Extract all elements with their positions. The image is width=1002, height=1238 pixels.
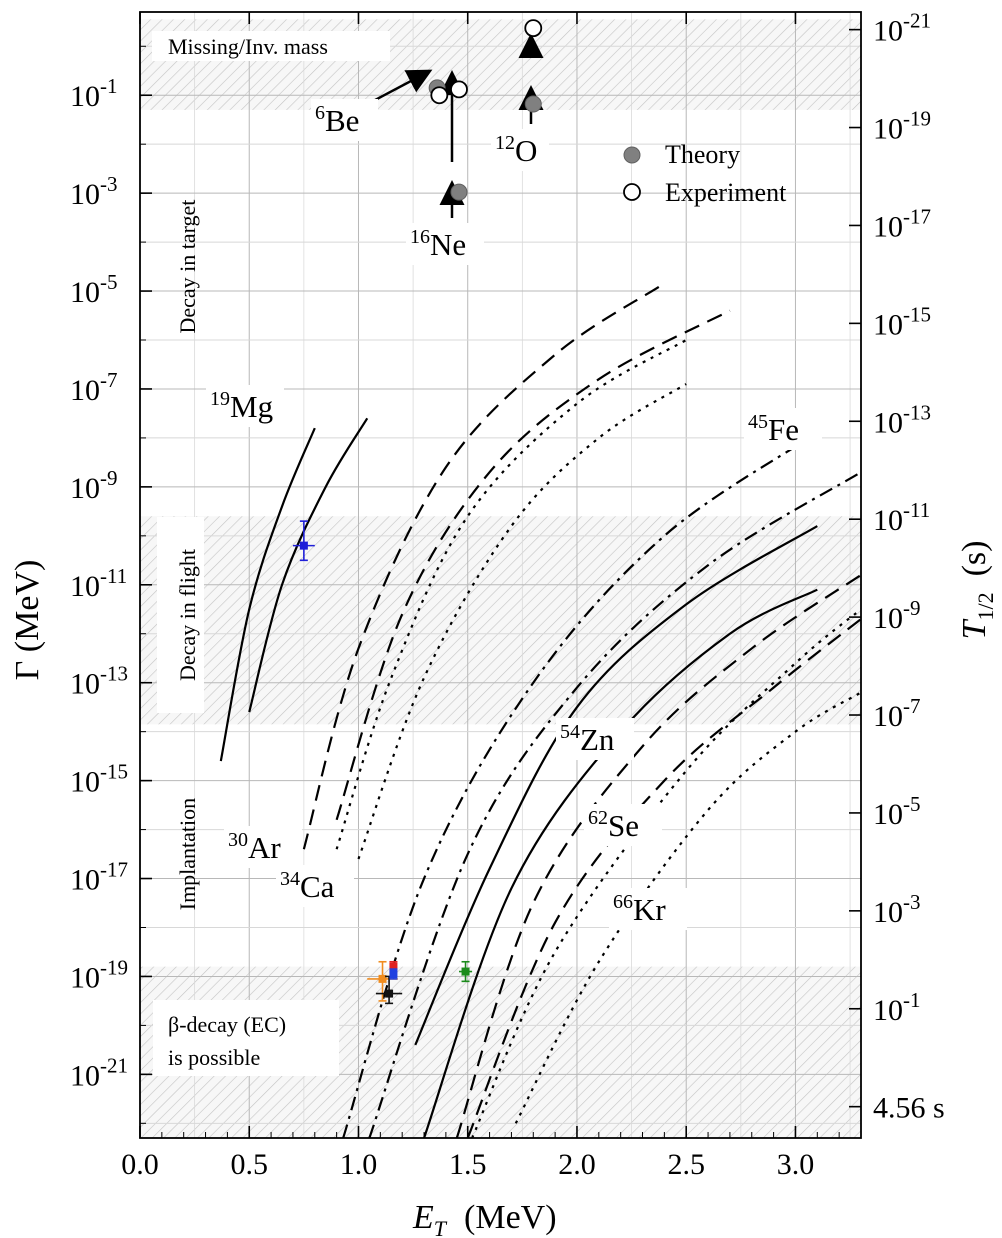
y-tick-label: 10-21 (70, 1053, 128, 1092)
x-tick-label: 1.5 (449, 1148, 487, 1181)
curve-30Ar-b (335, 309, 731, 821)
y2-tick-label: 10-21 (873, 9, 931, 48)
x-axis-title: ET (MeV) (412, 1199, 557, 1238)
isotope-label-16Ne: 16Ne (410, 226, 466, 262)
y-tick-label: 10-13 (70, 662, 128, 701)
y2-tick-label: 10-17 (873, 204, 931, 243)
isotope-label-bg (311, 99, 378, 141)
legend-label-experiment: Experiment (665, 178, 787, 207)
y-tick-label: 10-17 (70, 858, 128, 897)
isotope-label-54Zn: 54Zn (560, 721, 615, 757)
y2-tick-label: 10-1 (873, 988, 921, 1027)
legend-label-theory: Theory (665, 140, 740, 169)
axes: 0.0 0.5 1.0 1.5 2.0 2.5 3.0 10-1 10-3 10-5 10-7 10-… (70, 9, 945, 1181)
isotope-label-bg (491, 129, 549, 171)
x-tick-label: 3.0 (777, 1148, 815, 1181)
isotope-label-bg (276, 865, 354, 907)
marker (299, 541, 308, 550)
isotope-label-bg (584, 804, 662, 846)
x-tick-label: 2.5 (667, 1148, 705, 1181)
curve-45Fe-b (368, 471, 861, 1138)
measured-point-19Mg-exp (292, 520, 315, 562)
x-tick-label: 1.0 (340, 1148, 378, 1181)
isotope-label-62Se: 62Se (588, 807, 639, 843)
y-tick-label: 10-3 (70, 172, 118, 211)
x-tick-label: 2.0 (558, 1148, 596, 1181)
x-tick-label: 0.5 (230, 1148, 268, 1181)
curve-19Mg-a (219, 427, 316, 762)
isotope-label-bg (744, 408, 822, 450)
region-label-bg (153, 1000, 339, 1076)
curve-54Zn-a (414, 525, 818, 1046)
y-tick-label: 10-15 (70, 760, 128, 799)
marker (389, 962, 398, 971)
curve-62Se-a (455, 574, 861, 1138)
theory-point-12O (524, 95, 542, 113)
region-label-beta-decay-line2: is possible (168, 1045, 260, 1070)
theory-point-16Ne (450, 183, 468, 201)
marker (378, 974, 387, 983)
plot-labels: Missing/Inv. mass Decay in flight β-decay … (152, 31, 822, 1076)
curve-34Ca-b (357, 383, 687, 860)
isotope-label-34Ca: 34Ca (280, 868, 335, 904)
y2-tick-label: 10-19 (873, 107, 931, 146)
y-axis-title: Γ (MeV) (9, 560, 46, 681)
measured-point-pt-blue (389, 968, 398, 980)
region-label-implantation: Implantation (175, 798, 200, 910)
curve-34Ca-a (335, 339, 687, 850)
isotope-label-bg (206, 385, 284, 427)
y2-tick-label: 10-3 (873, 890, 921, 929)
experiment-point-16Ne (450, 80, 468, 99)
y-tick-label: 10-7 (70, 368, 118, 407)
y2-tick-label: 10-11 (873, 498, 930, 537)
curve-62Se-b (466, 618, 861, 1138)
y2-tick-label: 10-13 (873, 400, 931, 439)
experiment-point-12O (524, 19, 543, 38)
y-tick-label: 10-9 (70, 466, 118, 505)
region-label-bg (152, 31, 390, 61)
y-tick-label: 10-19 (70, 955, 128, 994)
isotope-label-bg (224, 826, 302, 868)
plot-frame (139, 11, 862, 1139)
y2-tick-label: 10-9 (873, 596, 921, 635)
region-label-decay-in-flight: Decay in flight (175, 549, 200, 681)
y2-tick-label: 10-15 (873, 302, 931, 341)
y2-tick-label: 4.56 s (873, 1092, 945, 1125)
isotope-label-45Fe: 45Fe (748, 411, 799, 447)
measured-point-pt-black (375, 975, 403, 1005)
isotope-label-66Kr: 66Kr (613, 891, 666, 927)
isotope-label-30Ar: 30Ar (228, 829, 281, 865)
experiment-point-6Be (430, 86, 449, 105)
isotope-label-bg (556, 718, 634, 760)
isotope-label-bg (406, 223, 484, 265)
isotope-label-12O: 12O (495, 132, 537, 168)
y2-axis-title: T1/2(s) (956, 541, 998, 640)
y-tick-label: 10-11 (70, 564, 127, 603)
grid (139, 12, 861, 1138)
x-tick-label: 0.0 (121, 1148, 159, 1181)
y2-tick-label: 10-5 (873, 792, 921, 831)
y-tick-label: 10-5 (70, 270, 118, 309)
legend-marker-theory (623, 146, 641, 164)
measured-point-pt-green (458, 960, 473, 983)
marker (385, 989, 394, 998)
legend: Theory Experiment (623, 140, 787, 207)
region-label-beta-decay-line1: β-decay (EC) (168, 1012, 286, 1037)
isotope-label-bg (609, 888, 687, 930)
curve-66Kr-b (514, 691, 861, 1124)
y2-tick-label: 10-7 (873, 694, 921, 733)
marker (389, 969, 398, 978)
region-label-bg (157, 517, 204, 713)
data-points (292, 19, 543, 1005)
marker (461, 967, 470, 976)
region-label-decay-in-target: Decay in target (175, 200, 200, 334)
isotope-label-19Mg: 19Mg (210, 388, 273, 424)
isotope-label-6Be: 6Be (315, 102, 359, 138)
legend-marker-experiment (623, 183, 641, 201)
y-tick-label: 10-1 (70, 74, 118, 113)
region-label-missing-inv-mass: Missing/Inv. mass (168, 34, 328, 59)
